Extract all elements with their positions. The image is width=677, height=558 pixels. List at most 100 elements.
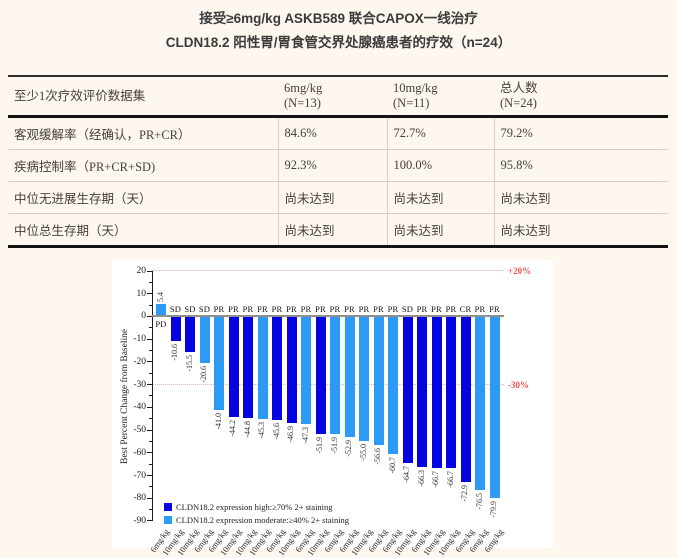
waterfall-bar xyxy=(359,317,369,442)
bar-value-label: -46.9 xyxy=(286,426,295,443)
response-label: PR xyxy=(387,304,399,315)
bar-value-label: -45.6 xyxy=(271,423,281,440)
y-axis-minor-tick xyxy=(149,395,152,397)
response-label: SD xyxy=(184,304,196,315)
waterfall-bar xyxy=(402,317,413,464)
bar-value-label: -15.5 xyxy=(184,354,194,372)
os-10mg: 尚未达到 xyxy=(386,213,494,248)
row-label-dcr: 疾病控制率（PR+CR+SD) xyxy=(8,149,278,182)
zero-baseline xyxy=(152,315,504,318)
dcr-10mg: 100.0% xyxy=(386,149,494,182)
y-axis-minor-tick xyxy=(149,350,152,352)
y-axis-minor-tick xyxy=(149,304,152,306)
y-axis-minor-tick xyxy=(149,440,152,442)
y-axis-tick-label: -70 xyxy=(133,470,146,481)
waterfall-bar xyxy=(489,317,500,499)
y-axis-tick xyxy=(147,520,152,522)
y-axis-title: Best Percent Change from Baseline xyxy=(120,328,130,464)
waterfall-bar xyxy=(446,317,456,469)
y-axis-tick-label: -40 xyxy=(133,402,146,413)
y-axis-tick xyxy=(147,406,152,408)
bar-value-label: -20.6 xyxy=(199,366,208,383)
legend-label: CLDN18.2 expression high:≥70% 2+ stainin… xyxy=(176,501,333,512)
response-label: PR xyxy=(416,304,428,315)
waterfall-bar xyxy=(286,317,297,424)
response-label: CR xyxy=(459,304,472,315)
waterfall-bar xyxy=(315,317,326,435)
y-axis-tick xyxy=(147,293,152,295)
bar-value-label: -60.7 xyxy=(387,457,397,475)
response-label: PD xyxy=(155,319,167,330)
response-label: PR xyxy=(242,304,254,315)
y-axis-tick xyxy=(147,429,152,431)
waterfall-bar xyxy=(417,317,427,468)
reference-line-label: -30% xyxy=(508,379,529,390)
response-label: PR xyxy=(373,304,384,315)
y-axis-tick xyxy=(147,315,152,317)
bar-value-label: -66.7 xyxy=(445,471,455,488)
y-axis-tick xyxy=(147,452,152,454)
table-header-row: 至少1次疗效评价数据集 6mg/kg (N=13) 10mg/kg (N=11)… xyxy=(8,75,668,118)
y-axis-tick xyxy=(147,384,152,386)
bar-value-label: -45.3 xyxy=(257,422,266,440)
y-axis-minor-tick xyxy=(149,281,152,283)
chart-legend: CLDN18.2 expression high:≥70% 2+ stainin… xyxy=(164,501,349,527)
response-label: SD xyxy=(198,304,211,315)
response-label: PR xyxy=(286,304,297,315)
waterfall-chart: +20% -30% 20 10 0 -10 -20 -30 -40 -50 -60 -70 -80 -90… xyxy=(112,260,553,557)
y-axis-tick xyxy=(147,497,152,499)
waterfall-bar xyxy=(475,317,485,491)
bar-value-label: -10.6 xyxy=(170,343,179,361)
y-axis-tick-label: -30 xyxy=(133,379,146,390)
bar-value-label: -79.9 xyxy=(489,501,498,518)
row-label-os: 中位总生存期（天） xyxy=(8,213,278,248)
waterfall-bar xyxy=(185,317,195,352)
response-label: PR xyxy=(329,304,341,315)
response-label: SD xyxy=(401,304,414,315)
response-label: PR xyxy=(257,304,268,315)
legend-item: CLDN18.2 expression moderate:≥40% 2+ sta… xyxy=(164,514,349,525)
bar-value-label: -41.0 xyxy=(213,412,223,430)
y-axis-minor-tick xyxy=(149,327,152,329)
reference-line xyxy=(152,383,504,385)
response-label: PR xyxy=(271,304,283,315)
waterfall-bar xyxy=(301,317,311,424)
waterfall-bar xyxy=(156,304,166,316)
bar-value-label: -64.7 xyxy=(402,466,411,484)
bar-value-label: -56.6 xyxy=(373,448,382,465)
table-row: 疾病控制率（PR+CR+SD) 92.3% 100.0% 95.8% xyxy=(8,149,668,182)
legend-swatch-high xyxy=(164,502,172,511)
waterfall-bar xyxy=(460,317,471,483)
bar-value-label: -47.3 xyxy=(300,426,310,444)
legend-label: CLDN18.2 expression moderate:≥40% 2+ sta… xyxy=(176,514,350,525)
reference-line-label: +20% xyxy=(508,266,532,276)
y-axis-minor-tick xyxy=(149,509,152,511)
title-line-1: 接受≥6mg/kg ASKB589 联合CAPOX一线治疗 xyxy=(199,11,478,26)
os-6mg: 尚未达到 xyxy=(277,213,387,248)
y-axis-minor-tick xyxy=(149,418,152,420)
waterfall-bar xyxy=(214,317,224,410)
y-axis-line xyxy=(152,271,153,521)
y-axis-tick-label: -90 xyxy=(133,515,146,526)
waterfall-bar xyxy=(272,317,282,421)
waterfall-bar xyxy=(388,317,398,455)
response-label: PR xyxy=(445,304,457,315)
response-label: PR xyxy=(358,304,370,315)
y-axis-tick-label: -10 xyxy=(133,334,146,345)
y-axis-tick-label: 10 xyxy=(136,288,147,299)
pfs-10mg: 尚未达到 xyxy=(386,181,494,214)
efficacy-table: 至少1次疗效评价数据集 6mg/kg (N=13) 10mg/kg (N=11)… xyxy=(8,75,668,248)
bar-value-label: -76.5 xyxy=(474,493,484,510)
header-6mgkg: 6mg/kg (N=13) xyxy=(278,75,387,118)
y-axis-tick-label: -50 xyxy=(133,425,146,436)
bar-value-label: 5.4 xyxy=(155,292,165,303)
response-label: SD xyxy=(169,304,182,315)
y-axis-tick-label: -80 xyxy=(133,493,146,504)
pfs-6mg: 尚未达到 xyxy=(277,181,387,214)
header-dataset: 至少1次疗效评价数据集 xyxy=(8,75,278,118)
bar-value-label: -55.0 xyxy=(358,444,368,462)
y-axis-tick xyxy=(147,270,152,272)
bar-value-label: -44.8 xyxy=(242,421,252,438)
header-total: 总人数 (N=24) xyxy=(494,75,668,118)
bar-value-label: -51.9 xyxy=(315,437,324,455)
